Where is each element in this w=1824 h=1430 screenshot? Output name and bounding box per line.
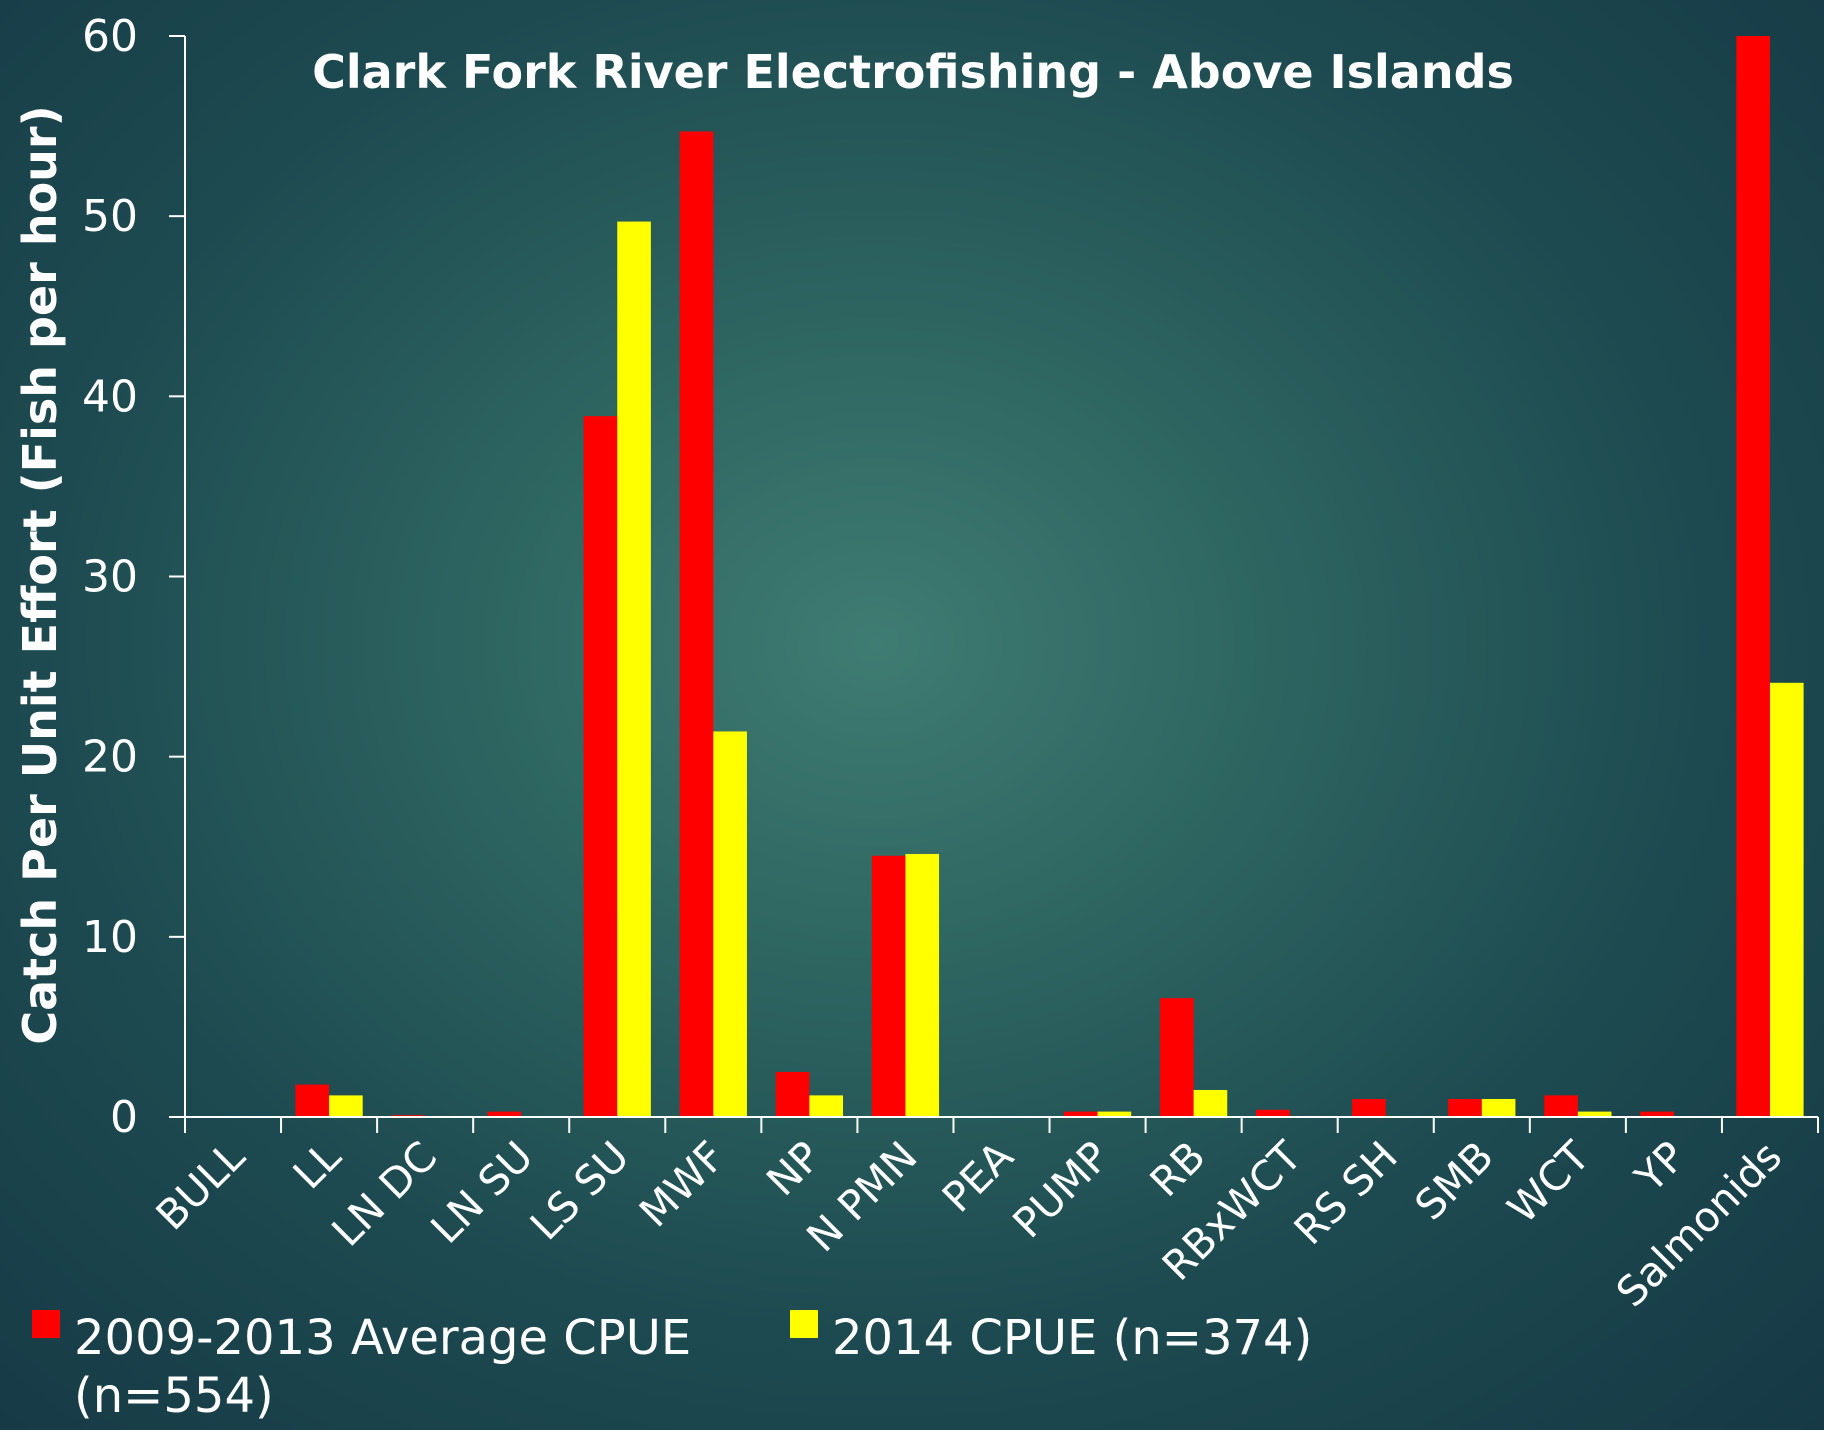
bar: [1063, 1111, 1098, 1117]
bar: [679, 131, 714, 1117]
bar: [1097, 1111, 1132, 1117]
legend-label: 2014 CPUE (n=374): [832, 1310, 1312, 1366]
x-tick-label: RB: [1141, 1132, 1215, 1206]
bar: [809, 1095, 844, 1117]
x-tick-label: NP: [757, 1132, 830, 1205]
x-tick-label: LN DC: [323, 1132, 447, 1256]
y-axis-label: Catch Per Unit Effort (Fish per hour): [13, 105, 67, 1044]
y-tick-label: 20: [82, 732, 138, 783]
x-tick-label: PUMP: [1003, 1132, 1118, 1247]
bar: [1193, 1089, 1228, 1117]
x-tick-label: N PMN: [797, 1132, 926, 1261]
x-tick-label: MWF: [630, 1132, 734, 1236]
x-tick-label: SMB: [1406, 1132, 1503, 1229]
y-tick-label: 50: [82, 191, 138, 242]
x-tick-label: LL: [284, 1132, 350, 1198]
bar: [617, 221, 651, 1118]
bar: [1448, 1098, 1482, 1117]
y-axis: 0 10 20 30 40 50 60: [82, 11, 186, 1143]
bar: [295, 1084, 330, 1117]
bar: [487, 1111, 522, 1117]
y-tick-label: 10: [82, 912, 138, 963]
bar: [329, 1095, 363, 1117]
y-tick-label: 30: [82, 552, 138, 603]
bar: [713, 731, 747, 1117]
y-tick-label: 60: [82, 11, 138, 62]
bar: [1577, 1111, 1612, 1117]
bar: [1736, 36, 1770, 1117]
legend-label: (n=554): [74, 1368, 274, 1424]
x-tick-label: LS SU: [521, 1132, 638, 1249]
bar: [1481, 1098, 1516, 1117]
x-tick-label: YP: [1625, 1132, 1695, 1202]
x-axis: [184, 1116, 1819, 1133]
bar: [905, 853, 940, 1117]
bar: [1544, 1095, 1578, 1117]
legend-swatch: [790, 1310, 818, 1338]
y-tick-label: 0: [110, 1092, 138, 1143]
bar: [871, 855, 906, 1117]
x-tick-label: WCT: [1498, 1131, 1599, 1232]
bar: [1159, 998, 1194, 1117]
x-tick-label: LN SU: [422, 1132, 543, 1253]
chart-title: Clark Fork River Electrofishing - Above …: [312, 45, 1514, 99]
bar: [1256, 1109, 1290, 1117]
bar: [775, 1071, 810, 1117]
bar: [1640, 1111, 1674, 1117]
legend-swatch: [32, 1310, 60, 1338]
bar: [1769, 682, 1804, 1117]
bar: [583, 416, 618, 1117]
x-tick-label: RS SH: [1285, 1132, 1407, 1254]
y-tick-label: 40: [82, 371, 138, 422]
x-tick-label: BULL: [147, 1132, 254, 1239]
bars: [295, 36, 1804, 1118]
legend: 2009-2013 Average CPUE(n=554) 2014 CPUE (…: [32, 1310, 1312, 1424]
legend-label: 2009-2013 Average CPUE: [74, 1310, 691, 1366]
bar: [1352, 1098, 1386, 1117]
